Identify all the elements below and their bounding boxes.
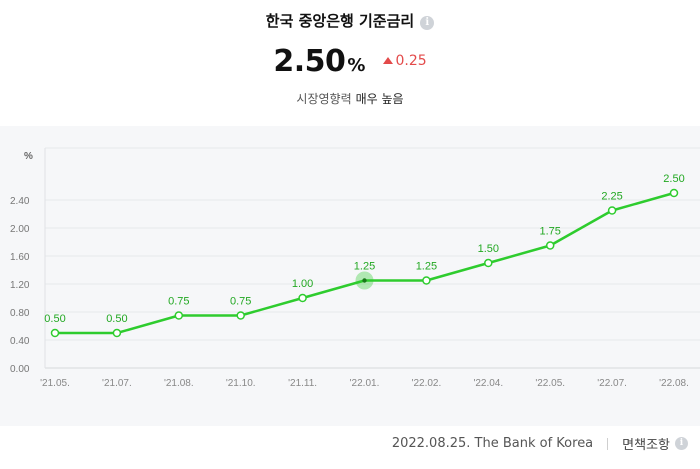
data-label: 2.50 <box>663 173 684 185</box>
up-triangle-icon <box>382 57 393 64</box>
data-point <box>484 258 493 268</box>
data-point <box>545 241 555 250</box>
rate-row: 2.50% 0.25 <box>0 44 700 79</box>
current-rate-value: 2.50 <box>273 44 346 79</box>
x-tick-label: '22.07. <box>597 378 627 389</box>
x-tick-label: '22.02. <box>412 378 442 389</box>
x-tick-label: '21.05. <box>40 378 70 389</box>
data-label: 2.25 <box>601 191 622 203</box>
footer-inner: 2022.08.25. The Bank of Korea 면책조항 i <box>392 434 688 453</box>
x-tick-label: '22.04. <box>473 378 503 389</box>
data-point <box>362 278 367 283</box>
y-tick-label: 0.40 <box>10 336 30 347</box>
rate-change: 0.25 <box>382 53 427 69</box>
divider <box>607 437 609 450</box>
x-tick-label: '22.01. <box>350 378 380 389</box>
y-tick-label: 2.00 <box>10 224 30 235</box>
x-tick-label: '22.08. <box>659 378 689 389</box>
page-title: 한국 중앙은행 기준금리 <box>265 12 415 30</box>
x-tick-labels: '21.05. '21.07. '21.08. '21.10. '21.11. '22.0… <box>40 378 689 389</box>
data-label: 0.50 <box>44 313 65 325</box>
data-point <box>112 328 122 338</box>
source-date: 2022.08.25. The Bank of Korea <box>391 436 594 451</box>
y-axis-unit: % <box>24 151 33 162</box>
data-label: 1.50 <box>478 243 499 255</box>
rate-line-chart[interactable]: %0.000.400.801.201.602.002.40 '21.05. '21… <box>0 126 700 426</box>
info-icon[interactable]: i <box>420 16 435 30</box>
data-labels: 0.50 0.50 0.75 0.75 1.00 1.25 1.25 1.50 1.75 2.25… <box>44 173 684 325</box>
market-impact: 시장영향력 매우 높음 <box>0 90 700 107</box>
y-tick-label: 1.20 <box>10 280 30 291</box>
data-label: 1.25 <box>354 261 375 273</box>
x-tick-label: '21.07. <box>102 378 132 389</box>
data-point <box>607 206 617 215</box>
rate-header: 한국 중앙은행 기준금리 i 2.50% 0.25 시장영향력 매우 높음 <box>0 0 700 126</box>
disclaimer-info-icon[interactable]: i <box>675 437 688 450</box>
data-point <box>50 328 60 338</box>
data-label: 1.75 <box>539 226 560 238</box>
data-point <box>669 188 679 198</box>
x-tick-label: '22.05. <box>535 378 565 389</box>
rate-unit: % <box>347 55 366 76</box>
data-point <box>298 293 307 303</box>
rate-change-value: 0.25 <box>395 53 427 69</box>
x-tick-label: '21.08. <box>164 378 194 389</box>
y-tick-labels: % 0.00 0.40 0.80 1.20 1.60 2.00 2.40 <box>10 151 33 375</box>
data-label: 0.75 <box>230 296 251 308</box>
y-tick-label: 0.80 <box>10 308 30 319</box>
title-row: 한국 중앙은행 기준금리 i <box>0 10 700 31</box>
data-point <box>422 276 431 285</box>
data-point <box>236 311 245 320</box>
footer: 2022.08.25. The Bank of Korea 면책조항 i <box>0 426 700 469</box>
data-label: 1.00 <box>292 278 313 290</box>
y-tick-label: 1.60 <box>10 252 30 263</box>
market-impact-value: 매우 높음 <box>355 92 404 106</box>
data-label: 0.50 <box>106 313 127 325</box>
chart-panel <box>0 126 700 426</box>
x-tick-label: '21.11. <box>288 378 317 389</box>
market-impact-label: 시장영향력 <box>296 92 352 106</box>
data-points <box>50 188 679 338</box>
disclaimer-link[interactable]: 면책조항 <box>622 438 670 453</box>
x-tick-label: '21.10. <box>226 378 256 389</box>
grid-layer <box>44 147 700 369</box>
data-label: 1.25 <box>416 261 437 273</box>
y-tick-label: 0.00 <box>10 364 30 375</box>
data-point <box>174 311 184 320</box>
y-tick-label: 2.40 <box>10 196 30 207</box>
data-label: 0.75 <box>168 296 189 308</box>
